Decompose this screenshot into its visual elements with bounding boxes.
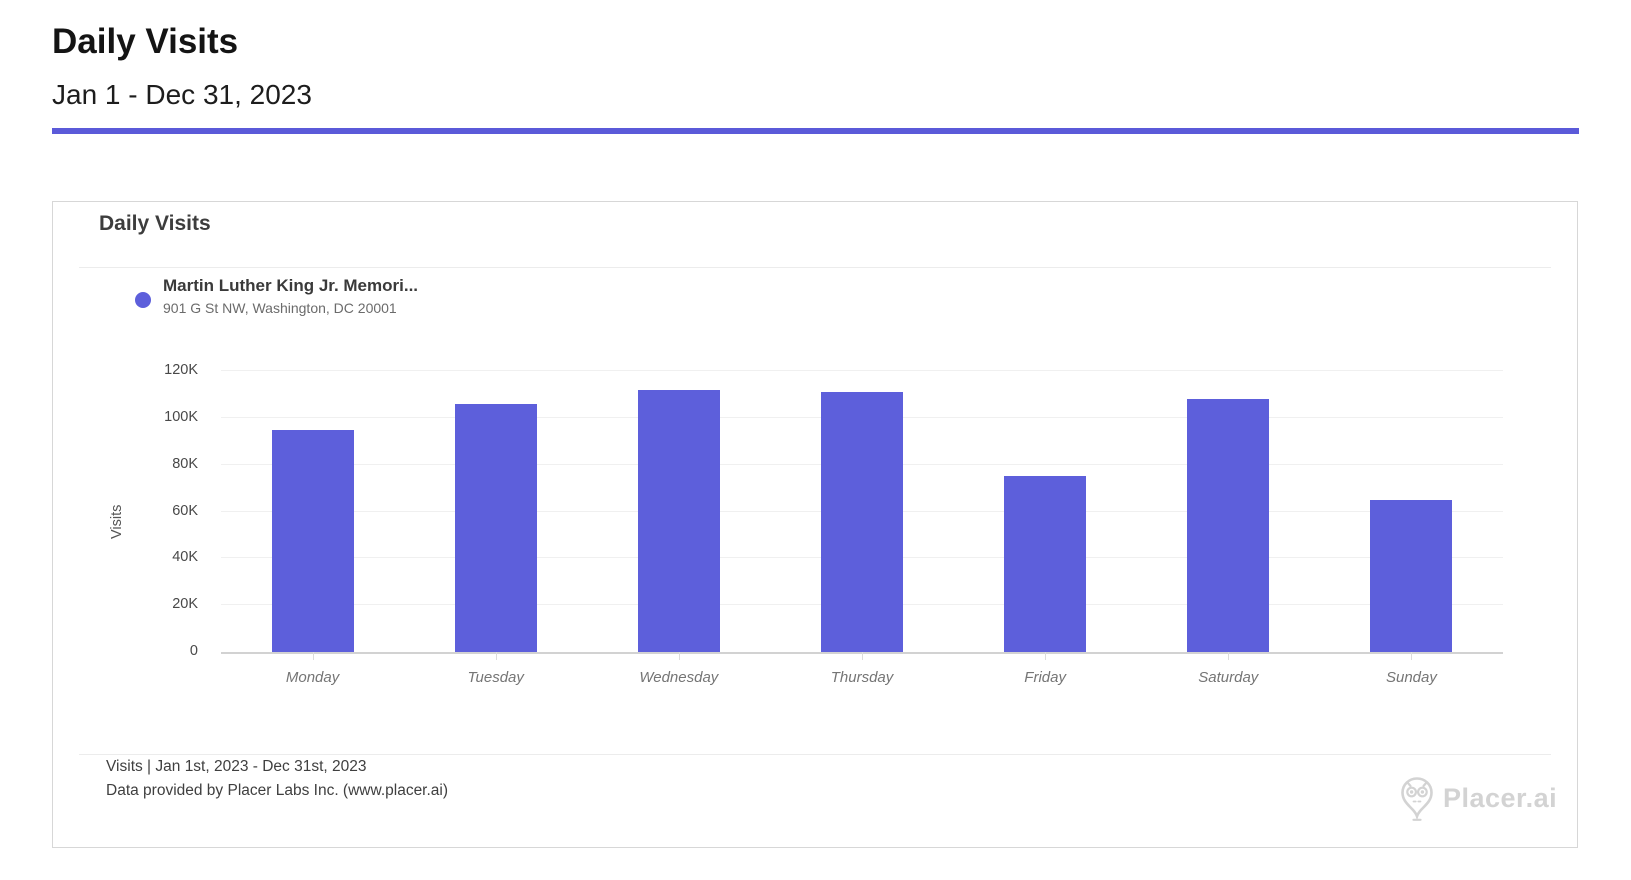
x-axis-label-friday: Friday bbox=[1024, 669, 1066, 686]
bar-chart-plot-area: 0 20K 40K 60K 80K 100K 120K Monday Tuesday Wednes… bbox=[164, 362, 1503, 686]
placer-logo-text: Placer.ai bbox=[1443, 783, 1558, 813]
legend-venue-address: 901 G St NW, Washington, DC 20001 bbox=[163, 300, 397, 316]
gridline bbox=[221, 370, 1503, 371]
bar-friday[interactable] bbox=[1004, 476, 1087, 652]
bar-wednesday[interactable] bbox=[637, 389, 720, 652]
legend-venue-name: Martin Luther King Jr. Memori... bbox=[163, 276, 419, 295]
x-axis-label-tuesday: Tuesday bbox=[467, 669, 524, 686]
bar-tuesday[interactable] bbox=[454, 403, 537, 652]
legend-dot-icon bbox=[135, 292, 151, 308]
y-tick-label: 120K bbox=[164, 362, 198, 378]
x-axis-label-thursday: Thursday bbox=[830, 669, 894, 686]
bar-thursday[interactable] bbox=[821, 392, 903, 652]
y-tick-label: 20K bbox=[172, 596, 198, 613]
y-tick-label: 100K bbox=[164, 408, 198, 425]
bar-sunday[interactable] bbox=[1370, 499, 1453, 652]
footer-attribution: Data provided by Placer Labs Inc. (www.p… bbox=[106, 782, 449, 799]
x-tick-mark bbox=[495, 652, 497, 660]
x-tick-mark bbox=[1228, 652, 1230, 660]
y-tick-label: 40K bbox=[172, 549, 198, 566]
x-tick-mark bbox=[862, 652, 863, 660]
bar-monday[interactable] bbox=[271, 429, 354, 652]
x-tick-mark bbox=[678, 652, 680, 660]
x-axis-label-sunday: Sunday bbox=[1385, 669, 1437, 686]
x-tick-mark bbox=[312, 652, 314, 660]
x-axis-label-monday: Monday bbox=[285, 669, 340, 686]
card-header-divider bbox=[79, 267, 1551, 268]
footer-metric-range: Visits | Jan 1st, 2023 - Dec 31st, 2023 bbox=[106, 758, 367, 775]
x-tick-mark bbox=[1411, 652, 1413, 660]
card-title: Daily Visits bbox=[99, 212, 211, 235]
accent-divider bbox=[52, 128, 1579, 134]
card-footer-divider bbox=[79, 754, 1551, 755]
placer-owl-icon bbox=[1401, 777, 1433, 821]
x-axis-label-wednesday: Wednesday bbox=[639, 669, 719, 686]
y-tick-label: 0 bbox=[189, 643, 198, 659]
page-title: Daily Visits bbox=[52, 22, 239, 61]
bar-saturday[interactable] bbox=[1187, 399, 1270, 652]
y-tick-label: 80K bbox=[172, 455, 198, 472]
page-date-range: Jan 1 - Dec 31, 2023 bbox=[52, 79, 312, 110]
x-tick-mark bbox=[1045, 652, 1047, 660]
x-axis-label-saturday: Saturday bbox=[1198, 669, 1259, 686]
placer-logo: Placer.ai bbox=[1399, 775, 1599, 825]
daily-visits-card: Daily Visits Martin Luther King Jr. Memo… bbox=[52, 201, 1578, 848]
y-tick-label: 60K bbox=[172, 502, 198, 519]
